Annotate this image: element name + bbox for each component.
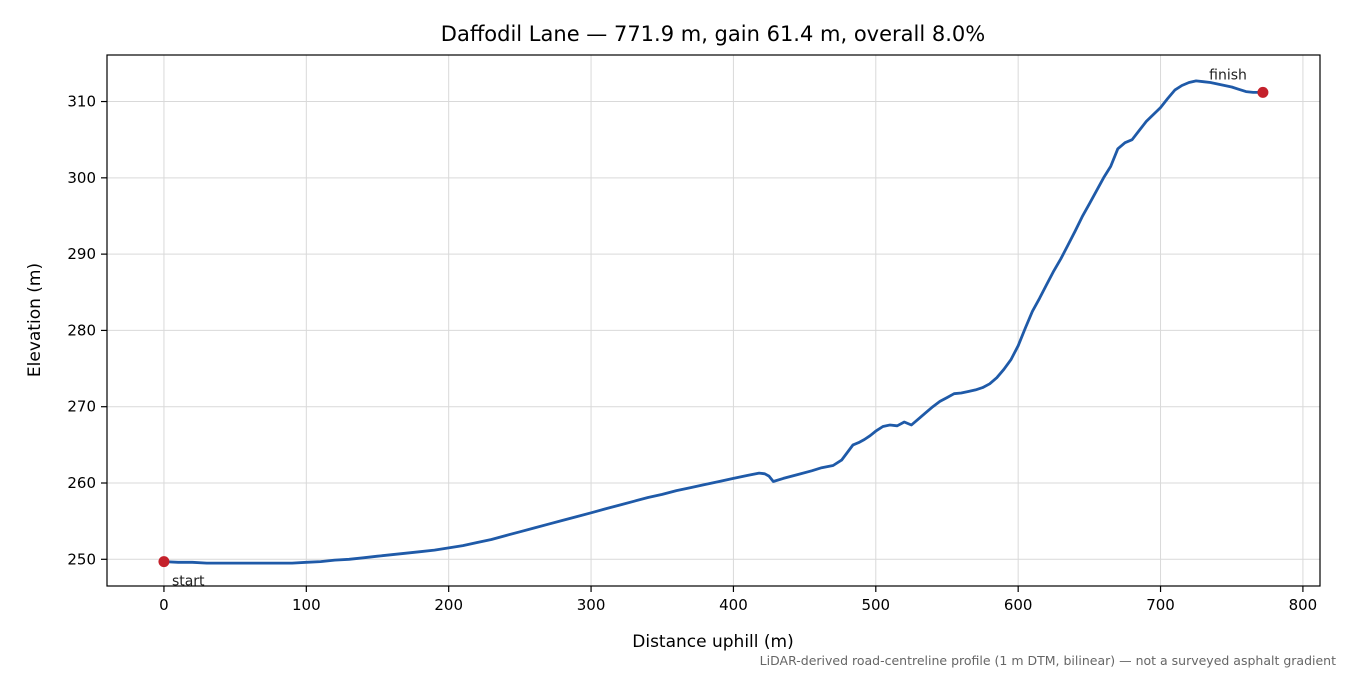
x-tick-label: 300: [577, 596, 606, 614]
footer-note: LiDAR-derived road-centreline profile (1…: [760, 653, 1336, 668]
finish-marker: [1257, 86, 1269, 98]
chart-title: Daffodil Lane — 771.9 m, gain 61.4 m, ov…: [441, 22, 985, 46]
plot-area: [106, 54, 1321, 587]
y-tick-label: 250: [67, 550, 96, 568]
y-tick-label: 260: [67, 474, 96, 492]
elevation-profile-line: [162, 79, 1265, 565]
x-tick-label: 400: [719, 596, 748, 614]
x-tick-label: 800: [1289, 596, 1318, 614]
y-tick-label: 270: [67, 398, 96, 416]
y-tick-label: 300: [67, 169, 96, 187]
x-axis: 0 100 200 300 400 500 600 700 800: [159, 586, 1317, 614]
endpoint-markers: start finish: [158, 67, 1269, 590]
y-tick-label: 280: [67, 321, 96, 339]
x-tick-label: 200: [434, 596, 463, 614]
x-axis-label: Distance uphill (m): [632, 632, 793, 652]
y-axis: 250 260 270 280 290 300 310: [67, 93, 107, 568]
x-tick-label: 100: [292, 596, 321, 614]
x-tick-label: 600: [1004, 596, 1033, 614]
grid-lines: [107, 55, 1320, 586]
finish-label: finish: [1209, 67, 1247, 83]
y-tick-label: 290: [67, 245, 96, 263]
y-axis-label: Elevation (m): [25, 263, 45, 377]
x-tick-label: 0: [159, 596, 169, 614]
start-label: start: [172, 574, 205, 590]
x-tick-label: 700: [1146, 596, 1175, 614]
x-tick-label: 500: [861, 596, 890, 614]
y-tick-label: 310: [67, 93, 96, 111]
start-marker: [158, 556, 170, 568]
